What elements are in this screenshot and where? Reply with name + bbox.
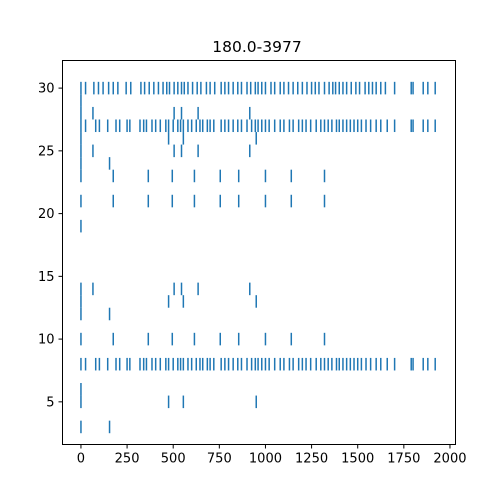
- y-tick-label: 10: [38, 333, 55, 348]
- y-tick-label: 20: [38, 207, 55, 222]
- x-tick-label: 750: [207, 452, 232, 467]
- y-tick-label: 30: [38, 82, 55, 97]
- x-tick-label: 1250: [295, 452, 328, 467]
- chart-title: 180.0-3977: [212, 38, 301, 56]
- x-tick-label: 1000: [249, 452, 282, 467]
- plot-frame: [62, 60, 456, 445]
- y-tick-label: 5: [46, 395, 54, 410]
- x-tick-label: 1500: [341, 452, 374, 467]
- y-axis: 5 10 15 20 25 30: [38, 82, 63, 410]
- x-tick-label: 250: [115, 452, 140, 467]
- event-marks: [80, 81, 436, 434]
- y-tick-label: 25: [38, 144, 55, 159]
- x-axis: 0 250 500 750 1000 1250 1500 1750 2000: [77, 444, 467, 467]
- x-tick-label: 0: [77, 452, 85, 467]
- x-tick-label: 1750: [387, 452, 420, 467]
- y-tick-label: 15: [38, 270, 55, 285]
- x-tick-label: 2000: [433, 452, 466, 467]
- x-tick-label: 500: [161, 452, 186, 467]
